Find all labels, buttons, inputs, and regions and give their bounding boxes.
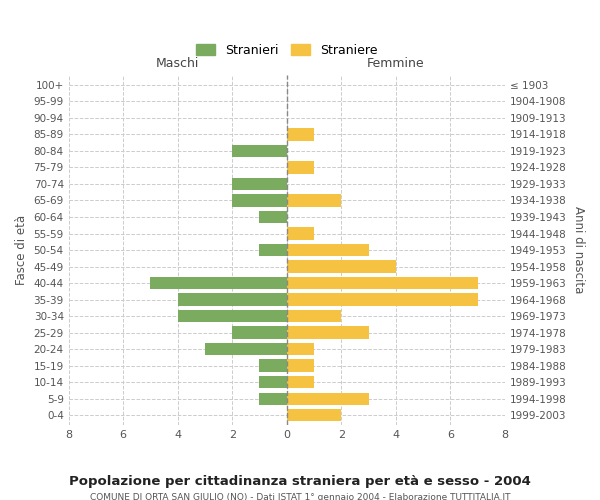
Bar xyxy=(287,128,314,140)
Bar xyxy=(287,360,314,372)
Y-axis label: Fasce di età: Fasce di età xyxy=(15,215,28,285)
Bar xyxy=(232,326,287,339)
Bar xyxy=(259,376,287,388)
Bar xyxy=(287,310,341,322)
Bar xyxy=(232,144,287,157)
Bar xyxy=(259,244,287,256)
Bar xyxy=(259,360,287,372)
Bar xyxy=(178,294,287,306)
Text: Femmine: Femmine xyxy=(367,57,425,70)
Bar xyxy=(287,244,368,256)
Text: COMUNE DI ORTA SAN GIULIO (NO) - Dati ISTAT 1° gennaio 2004 - Elaborazione TUTTI: COMUNE DI ORTA SAN GIULIO (NO) - Dati IS… xyxy=(90,492,510,500)
Bar xyxy=(287,343,314,355)
Bar xyxy=(232,194,287,206)
Bar xyxy=(287,277,478,289)
Bar xyxy=(178,310,287,322)
Bar xyxy=(232,178,287,190)
Bar xyxy=(287,326,368,339)
Bar xyxy=(287,294,478,306)
Bar xyxy=(287,376,314,388)
Bar xyxy=(151,277,287,289)
Bar xyxy=(259,392,287,405)
Bar xyxy=(205,343,287,355)
Bar xyxy=(287,392,368,405)
Bar xyxy=(287,409,341,422)
Bar xyxy=(287,260,396,273)
Legend: Stranieri, Straniere: Stranieri, Straniere xyxy=(191,39,382,62)
Bar xyxy=(287,228,314,239)
Bar xyxy=(287,162,314,173)
Text: Popolazione per cittadinanza straniera per età e sesso - 2004: Popolazione per cittadinanza straniera p… xyxy=(69,475,531,488)
Y-axis label: Anni di nascita: Anni di nascita xyxy=(572,206,585,294)
Text: Maschi: Maschi xyxy=(156,57,199,70)
Bar xyxy=(259,211,287,223)
Bar xyxy=(287,194,341,206)
